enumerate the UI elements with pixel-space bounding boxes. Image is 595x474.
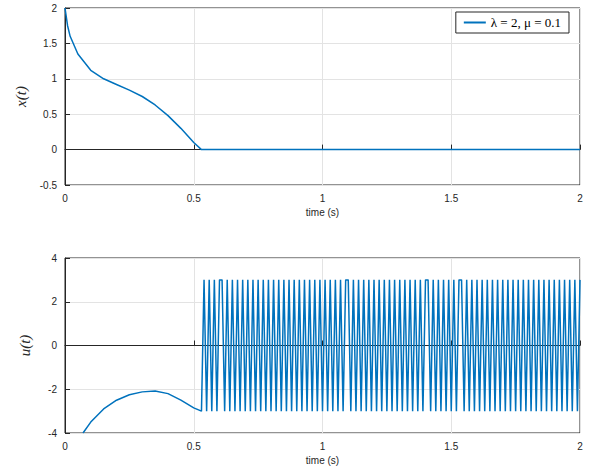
svg-text:0.5: 0.5 [187, 441, 201, 452]
svg-text:1.5: 1.5 [43, 38, 57, 49]
svg-text:1: 1 [51, 73, 57, 84]
svg-text:2: 2 [51, 296, 57, 307]
svg-text:2: 2 [577, 193, 583, 204]
svg-text:1.5: 1.5 [444, 441, 458, 452]
svg-text:1.5: 1.5 [444, 193, 458, 204]
svg-text:λ = 2, μ = 0.1: λ = 2, μ = 0.1 [491, 15, 561, 30]
svg-text:0: 0 [62, 441, 68, 452]
svg-text:1: 1 [320, 193, 326, 204]
svg-text:4: 4 [51, 253, 57, 264]
svg-text:0: 0 [62, 193, 68, 204]
svg-text:time (s): time (s) [306, 207, 339, 218]
svg-text:-2: -2 [48, 384, 57, 395]
svg-text:-4: -4 [48, 428, 57, 439]
svg-text:x(t): x(t) [13, 86, 30, 108]
svg-text:1: 1 [320, 441, 326, 452]
svg-text:0: 0 [51, 340, 57, 351]
svg-text:-0.5: -0.5 [40, 180, 58, 191]
svg-text:0.5: 0.5 [187, 193, 201, 204]
svg-text:0.5: 0.5 [43, 109, 57, 120]
svg-text:2: 2 [51, 3, 57, 14]
svg-text:0: 0 [51, 144, 57, 155]
svg-text:2: 2 [577, 441, 583, 452]
svg-text:time (s): time (s) [306, 455, 339, 466]
svg-text:u(t): u(t) [17, 335, 34, 357]
